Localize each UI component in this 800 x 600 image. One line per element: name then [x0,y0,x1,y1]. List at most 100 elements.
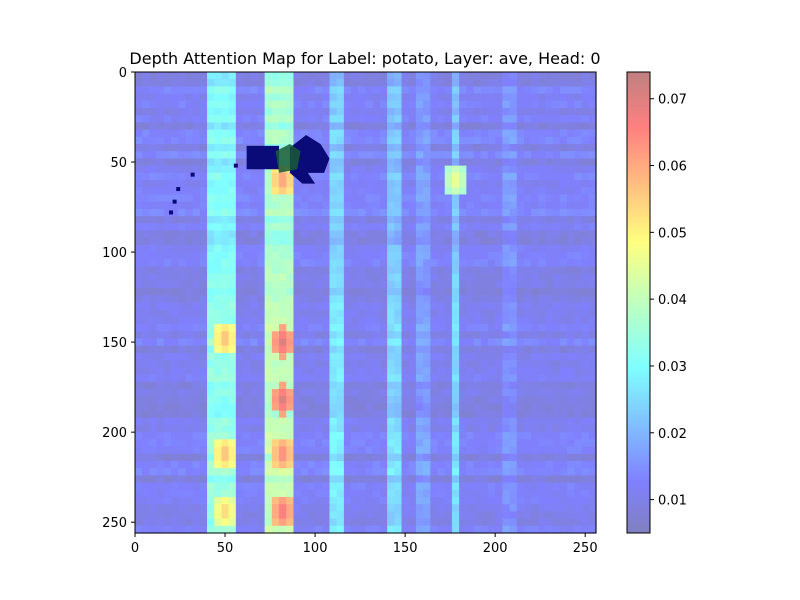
heatmap-cell [214,136,223,145]
heatmap-cell [156,122,165,131]
heatmap-cell [228,331,237,340]
heatmap-cell [552,194,561,203]
heatmap-cell [523,244,532,253]
heatmap-cell [415,158,424,167]
heatmap-cell [228,158,237,167]
heatmap-cell [466,439,475,448]
heatmap-cell [358,252,367,260]
heatmap-cell [135,172,143,181]
heatmap-cell [178,302,187,311]
heatmap-cell [192,115,201,124]
heatmap-cell [279,518,287,527]
heatmap-cell [567,100,575,109]
heatmap-cell [351,453,359,462]
heatmap-cell [142,367,151,376]
colorbar-ticks: 0.010.020.030.040.050.060.07 [650,93,687,509]
heatmap-cell [207,266,215,275]
heatmap-cell [207,295,215,304]
heatmap-cell [149,180,158,188]
heatmap-cell [185,496,194,505]
heatmap-cell [250,525,259,534]
heatmap-cell [171,223,179,232]
heatmap-cell [257,424,266,433]
heatmap-cell [300,302,309,311]
heatmap-cell [221,446,230,455]
heatmap-cell [581,345,590,354]
heatmap-cell [286,309,295,318]
heatmap-cell [149,316,158,325]
heatmap-cell [214,295,223,304]
heatmap-cell [509,230,518,239]
heatmap-cell [214,489,223,498]
heatmap-cell [336,201,345,210]
heatmap-cell [214,237,223,246]
heatmap-cell [178,432,187,440]
heatmap-cell [228,244,237,253]
heatmap-cell [221,144,230,152]
heatmap-cell [372,446,381,455]
heatmap-cell [372,388,381,397]
heatmap-cell [581,136,590,145]
heatmap-cell [351,324,359,332]
heatmap-cell [214,324,223,332]
heatmap-cell [300,244,309,253]
heatmap-cell [271,331,280,340]
heatmap-cell [480,324,489,332]
heatmap-cell [459,208,467,217]
heatmap-cell [567,460,575,469]
heatmap-cell [408,72,417,80]
heatmap-cell [171,165,179,174]
heatmap-cell [581,518,590,527]
heatmap-cell [286,511,295,520]
heatmap-cell [545,338,554,347]
heatmap-cell [250,396,259,404]
heatmap-cell [149,388,158,397]
heatmap-cell [430,115,439,124]
heatmap-cell [387,100,395,109]
heatmap-cell [423,108,431,116]
heatmap-cell [135,504,143,512]
heatmap-cell [502,468,511,476]
heatmap-cell [307,439,316,448]
heatmap-cell [250,475,259,484]
heatmap-cell [379,187,388,196]
heatmap-cell [538,374,547,383]
heatmap-cell [581,468,590,476]
heatmap-cell [300,388,309,397]
heatmap-cell [149,79,158,88]
heatmap-cell [516,100,525,109]
heatmap-cell [588,432,597,440]
heatmap-cell [185,489,194,498]
heatmap-cell [156,338,165,347]
heatmap-cell [480,525,489,534]
heatmap-cell [214,86,223,95]
heatmap-cell [437,172,446,181]
heatmap-cell [466,144,475,152]
heatmap-cell [199,374,208,383]
heatmap-cell [156,352,165,361]
heatmap-cell [300,453,309,462]
heatmap-cell [545,302,554,311]
heatmap-cell [459,360,467,368]
heatmap-cell [509,338,518,347]
heatmap-cell [250,266,259,275]
heatmap-cell [437,273,446,282]
heatmap-cell [235,158,244,167]
heatmap-cell [466,504,475,512]
heatmap-cell [243,453,251,462]
heatmap-cell [552,374,561,383]
heatmap-cell [214,432,223,440]
heatmap-cell [293,252,302,260]
heatmap-cell [336,237,345,246]
heatmap-cell [437,338,446,347]
heatmap-cell [502,187,511,196]
heatmap-cell [444,172,453,181]
heatmap-cell [250,93,259,102]
heatmap-cell [487,331,496,340]
heatmap-cell [394,403,403,412]
heatmap-cell [358,496,367,505]
heatmap-cell [221,194,230,203]
heatmap-cell [279,453,287,462]
heatmap-cell [545,482,554,491]
heatmap-cell [545,244,554,253]
